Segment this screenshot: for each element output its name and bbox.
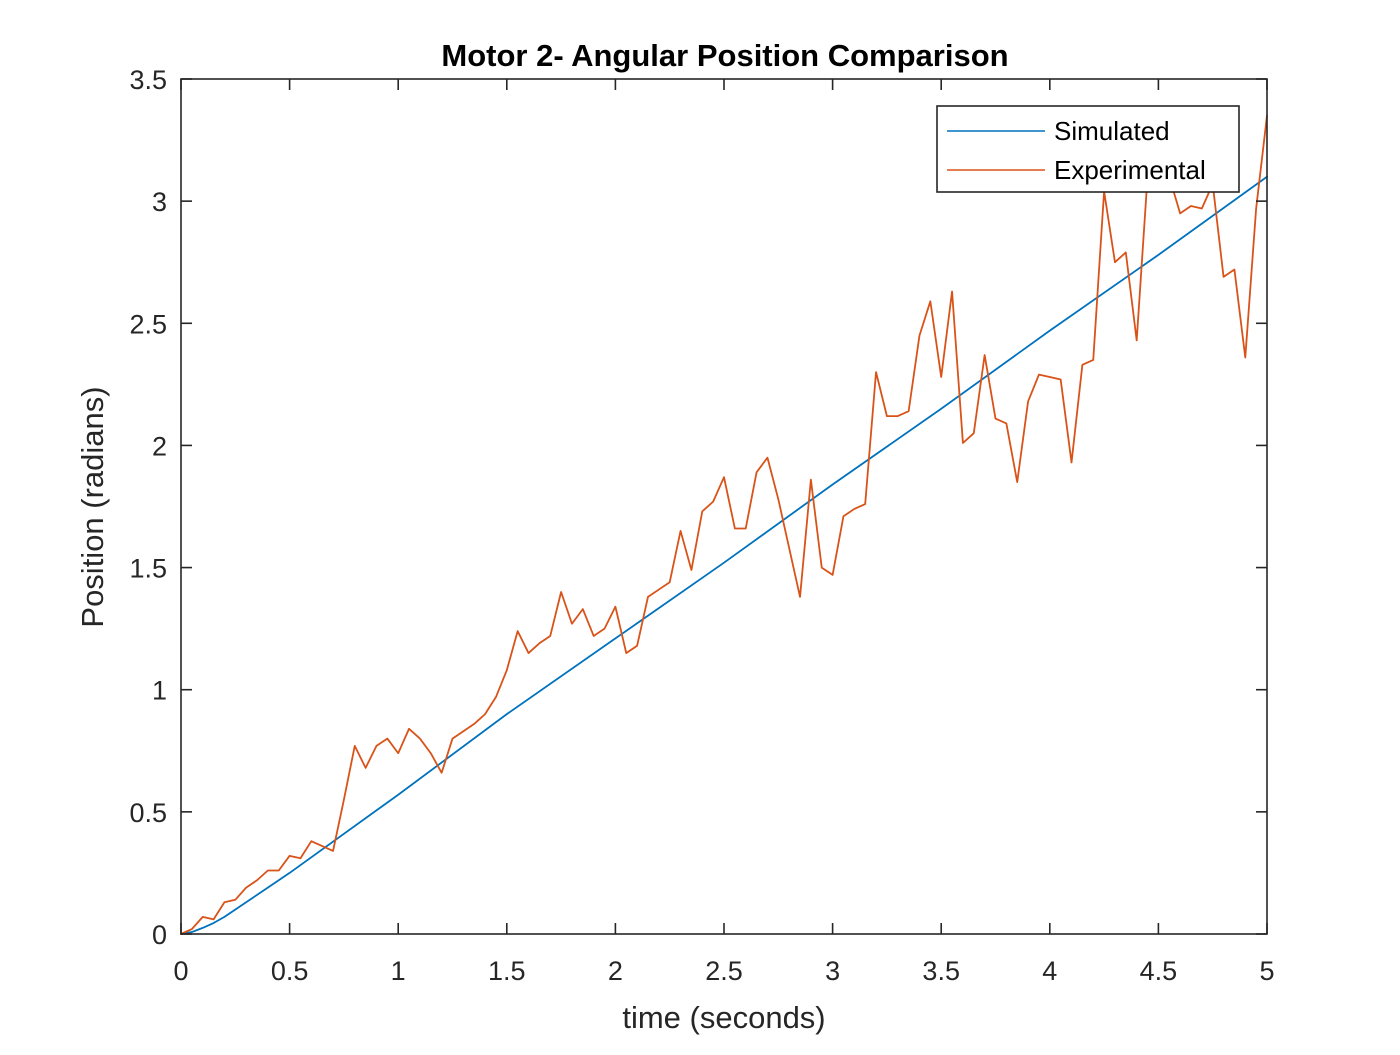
axes-background	[181, 79, 1267, 934]
chart-title: Motor 2- Angular Position Comparison	[441, 38, 1008, 73]
y-tick-label: 1	[152, 676, 167, 706]
series-line-experimental	[180, 114, 1268, 935]
y-tick-label: 3	[152, 187, 167, 217]
series-layer	[180, 114, 1268, 935]
x-tick-label: 5	[1259, 956, 1274, 986]
x-tick-label: 0.5	[271, 956, 309, 986]
x-tick-label: 4.5	[1140, 956, 1178, 986]
y-tick-label: 2	[152, 431, 167, 461]
x-tick-label: 1.5	[488, 956, 526, 986]
x-tick-labels: 0 0.5 1 1.5 2 2.5 3 3.5 4 4.5 5	[173, 956, 1274, 986]
x-axis-label: time (seconds)	[622, 1000, 825, 1035]
series-line-simulated	[180, 175, 1268, 935]
x-tick-label: 2.5	[705, 956, 743, 986]
y-tick-labels: 0 0.5 1 1.5 2 2.5 3 3.5	[129, 65, 167, 950]
y-axis-label: Position (radians)	[75, 386, 110, 627]
x-tick-label: 3	[825, 956, 840, 986]
y-tick-label: 1.5	[129, 554, 167, 584]
legend-experimental-label: Experimental	[1054, 155, 1206, 185]
y-tick-label: 0	[152, 920, 167, 950]
y-tick-label: 0.5	[129, 798, 167, 828]
x-tick-label: 4	[1042, 956, 1057, 986]
legend: Simulated Experimental	[936, 105, 1240, 193]
y-tick-label: 2.5	[129, 309, 167, 339]
legend-box	[936, 105, 1240, 193]
x-tick-label: 2	[608, 956, 623, 986]
y-tick-label: 3.5	[129, 65, 167, 95]
x-tick-label: 0	[173, 956, 188, 986]
x-tick-label: 1	[391, 956, 406, 986]
plot-area	[180, 78, 1268, 935]
x-tick-label: 3.5	[922, 956, 960, 986]
axes-box	[180, 78, 1268, 935]
legend-simulated-label: Simulated	[1054, 116, 1170, 146]
